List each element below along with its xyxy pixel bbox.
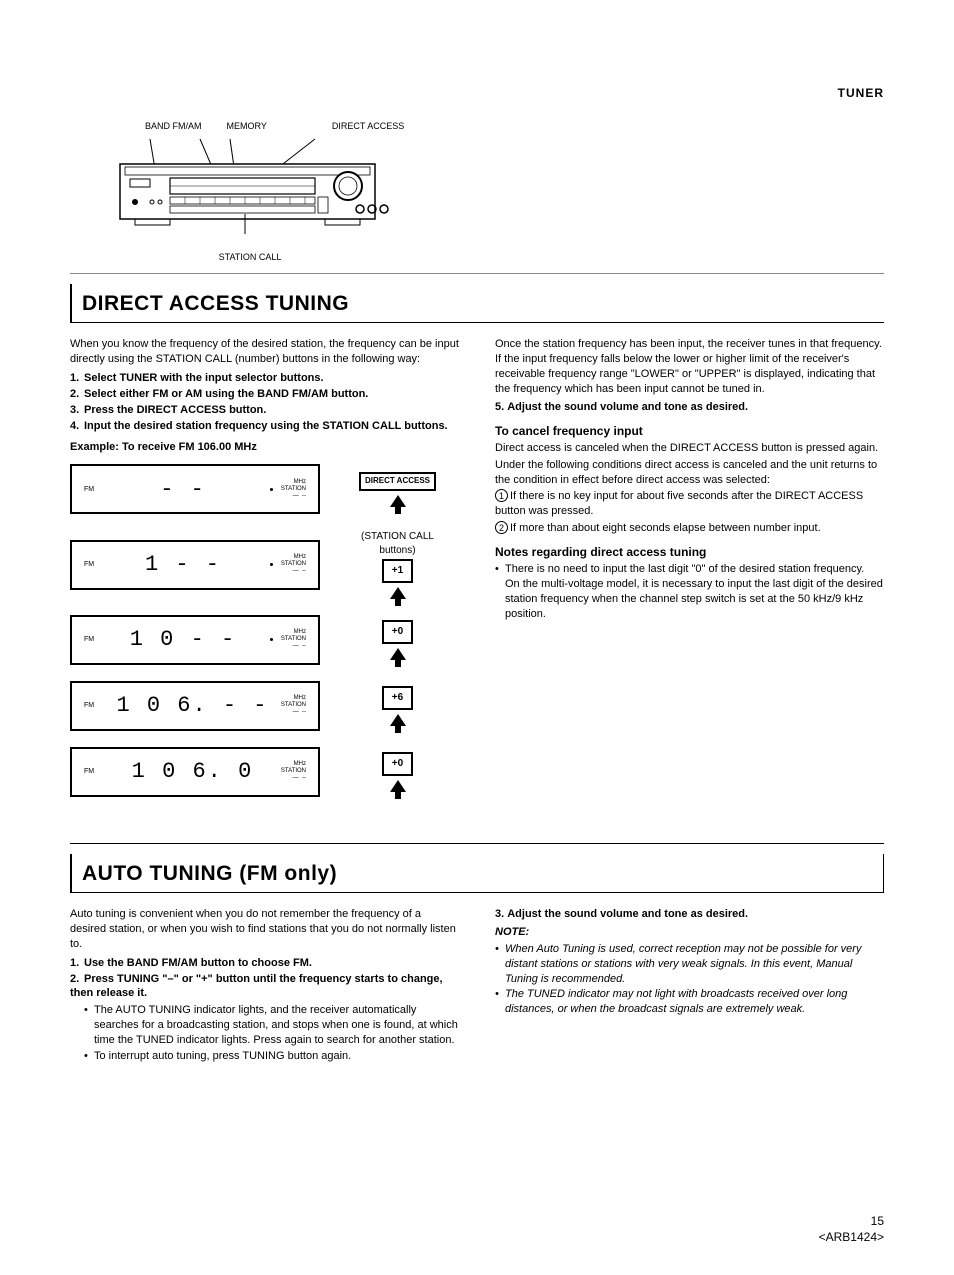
button-col-2: (STATION CALL buttons) +1 (350, 530, 445, 599)
page-header-label: TUNER (838, 85, 884, 101)
section-title: DIRECT ACCESS TUNING (82, 290, 884, 318)
section2-left-col: Auto tuning is convenient when you do no… (70, 907, 459, 1067)
note-label: NOTE: (495, 925, 884, 940)
section2-intro: Auto tuning is convenient when you do no… (70, 907, 459, 952)
display-row-2: FM 1 - - MHzSTATION— -- (STATION CALL bu… (70, 530, 459, 599)
s2-sub-1: The AUTO TUNING indicator lights, and th… (84, 1003, 459, 1048)
display-row-5: FM 1 0 6. 0 MHzSTATION— -- +0 (70, 747, 459, 797)
cancel-item-2: 2If more than about eight seconds elapse… (495, 521, 884, 536)
section2-steps: 1.Use the BAND FM/AM button to choose FM… (70, 956, 459, 1064)
num-button-1-icon: +1 (382, 559, 413, 583)
label-station-call: STATION CALL (160, 251, 340, 263)
s2-step-1: 1.Use the BAND FM/AM button to choose FM… (70, 956, 459, 971)
s2-step-3: 3. Adjust the sound volume and tone as d… (495, 907, 884, 922)
num-button-6-icon: +6 (382, 686, 413, 710)
section-divider (70, 843, 884, 844)
label-memory: MEMORY (227, 120, 267, 132)
section-auto-tuning: AUTO TUNING (FM only) Auto tuning is con… (70, 854, 884, 1068)
button-col-1: DIRECT ACCESS (350, 472, 445, 507)
section2-title-wrap: AUTO TUNING (FM only) (70, 854, 884, 893)
button-col-3: +0 (350, 620, 445, 660)
button-col-4: +6 (350, 686, 445, 726)
section1-right-col: Once the station frequency has been inpu… (495, 337, 884, 812)
step-1: 1.Select TUNER with the input selector b… (70, 371, 459, 386)
button-col-5: +0 (350, 752, 445, 792)
s2-sub-2: To interrupt auto tuning, press TUNING b… (84, 1049, 459, 1064)
label-band: BAND FM/AM (145, 120, 202, 132)
direct-access-button-icon: DIRECT ACCESS (359, 472, 436, 491)
arrow-up-icon (390, 714, 406, 726)
s2-step-2: 2.Press TUNING "–" or "+" button until t… (70, 972, 459, 1064)
divider (70, 273, 884, 274)
page-number: 15 (819, 1213, 884, 1229)
display-row-1: FM - - MHzSTATION— -- DIRECT ACCESS (70, 464, 459, 514)
arrow-up-icon (390, 648, 406, 660)
display-row-3: FM 1 0 - - MHzSTATION— -- +0 (70, 615, 459, 665)
arrow-up-icon (390, 780, 406, 792)
note-1: There is no need to input the last digit… (495, 562, 884, 621)
display-row-4: FM 1 0 6. - - MHzSTATION— -- +6 (70, 681, 459, 731)
intro-text: When you know the frequency of the desir… (70, 337, 459, 367)
lcd-1: FM - - MHzSTATION— -- (70, 464, 320, 514)
num-button-0b-icon: +0 (382, 752, 413, 776)
steps-list: 1.Select TUNER with the input selector b… (70, 371, 459, 433)
cancel-p1: Direct access is canceled when the DIREC… (495, 441, 884, 456)
cancel-p2: Under the following conditions direct ac… (495, 458, 884, 488)
section-direct-access: DIRECT ACCESS TUNING When you know the f… (70, 284, 884, 813)
s2-note-2: The TUNED indicator may not light with b… (495, 987, 884, 1017)
lcd-4: FM 1 0 6. - - MHzSTATION— -- (70, 681, 320, 731)
section2-right-col: 3. Adjust the sound volume and tone as d… (495, 907, 884, 1067)
notes-list: There is no need to input the last digit… (495, 562, 884, 621)
num-button-0-icon: +0 (382, 620, 413, 644)
receiver-line-drawing (100, 134, 400, 244)
step-4: 4.Input the desired station frequency us… (70, 419, 459, 434)
section2-notes: When Auto Tuning is used, correct recept… (495, 942, 884, 1017)
lcd-5: FM 1 0 6. 0 MHzSTATION— -- (70, 747, 320, 797)
display-sequence: FM - - MHzSTATION— -- DIRECT ACCESS FM 1… (70, 464, 459, 797)
device-diagram: BAND FM/AM MEMORY DIRECT ACCESS (100, 120, 430, 263)
cancel-heading: To cancel frequency input (495, 423, 884, 439)
lcd-2: FM 1 - - MHzSTATION— -- (70, 540, 320, 590)
lcd-3: FM 1 0 - - MHzSTATION— -- (70, 615, 320, 665)
step-2: 2.Select either FM or AM using the BAND … (70, 387, 459, 402)
station-call-label: (STATION CALL buttons) (350, 530, 445, 557)
diagram-top-labels: BAND FM/AM MEMORY DIRECT ACCESS (100, 120, 430, 132)
page-footer: 15 <ARB1424> (819, 1213, 884, 1245)
doc-code: <ARB1424> (819, 1229, 884, 1245)
s2-note-1: When Auto Tuning is used, correct recept… (495, 942, 884, 987)
notes-heading: Notes regarding direct access tuning (495, 544, 884, 560)
label-direct-access: DIRECT ACCESS (332, 120, 404, 132)
section2-title: AUTO TUNING (FM only) (82, 860, 883, 888)
arrow-up-icon (390, 495, 406, 507)
step-5: 5. Adjust the sound volume and tone as d… (495, 400, 884, 415)
arrow-up-icon (390, 587, 406, 599)
example-label: Example: To receive FM 106.00 MHz (70, 440, 459, 455)
step-3: 3.Press the DIRECT ACCESS button. (70, 403, 459, 418)
right-para1: Once the station frequency has been inpu… (495, 337, 884, 396)
cancel-item-1: 1If there is no key input for about five… (495, 489, 884, 519)
section-title-wrap: DIRECT ACCESS TUNING (70, 284, 884, 323)
section1-left-col: When you know the frequency of the desir… (70, 337, 459, 812)
